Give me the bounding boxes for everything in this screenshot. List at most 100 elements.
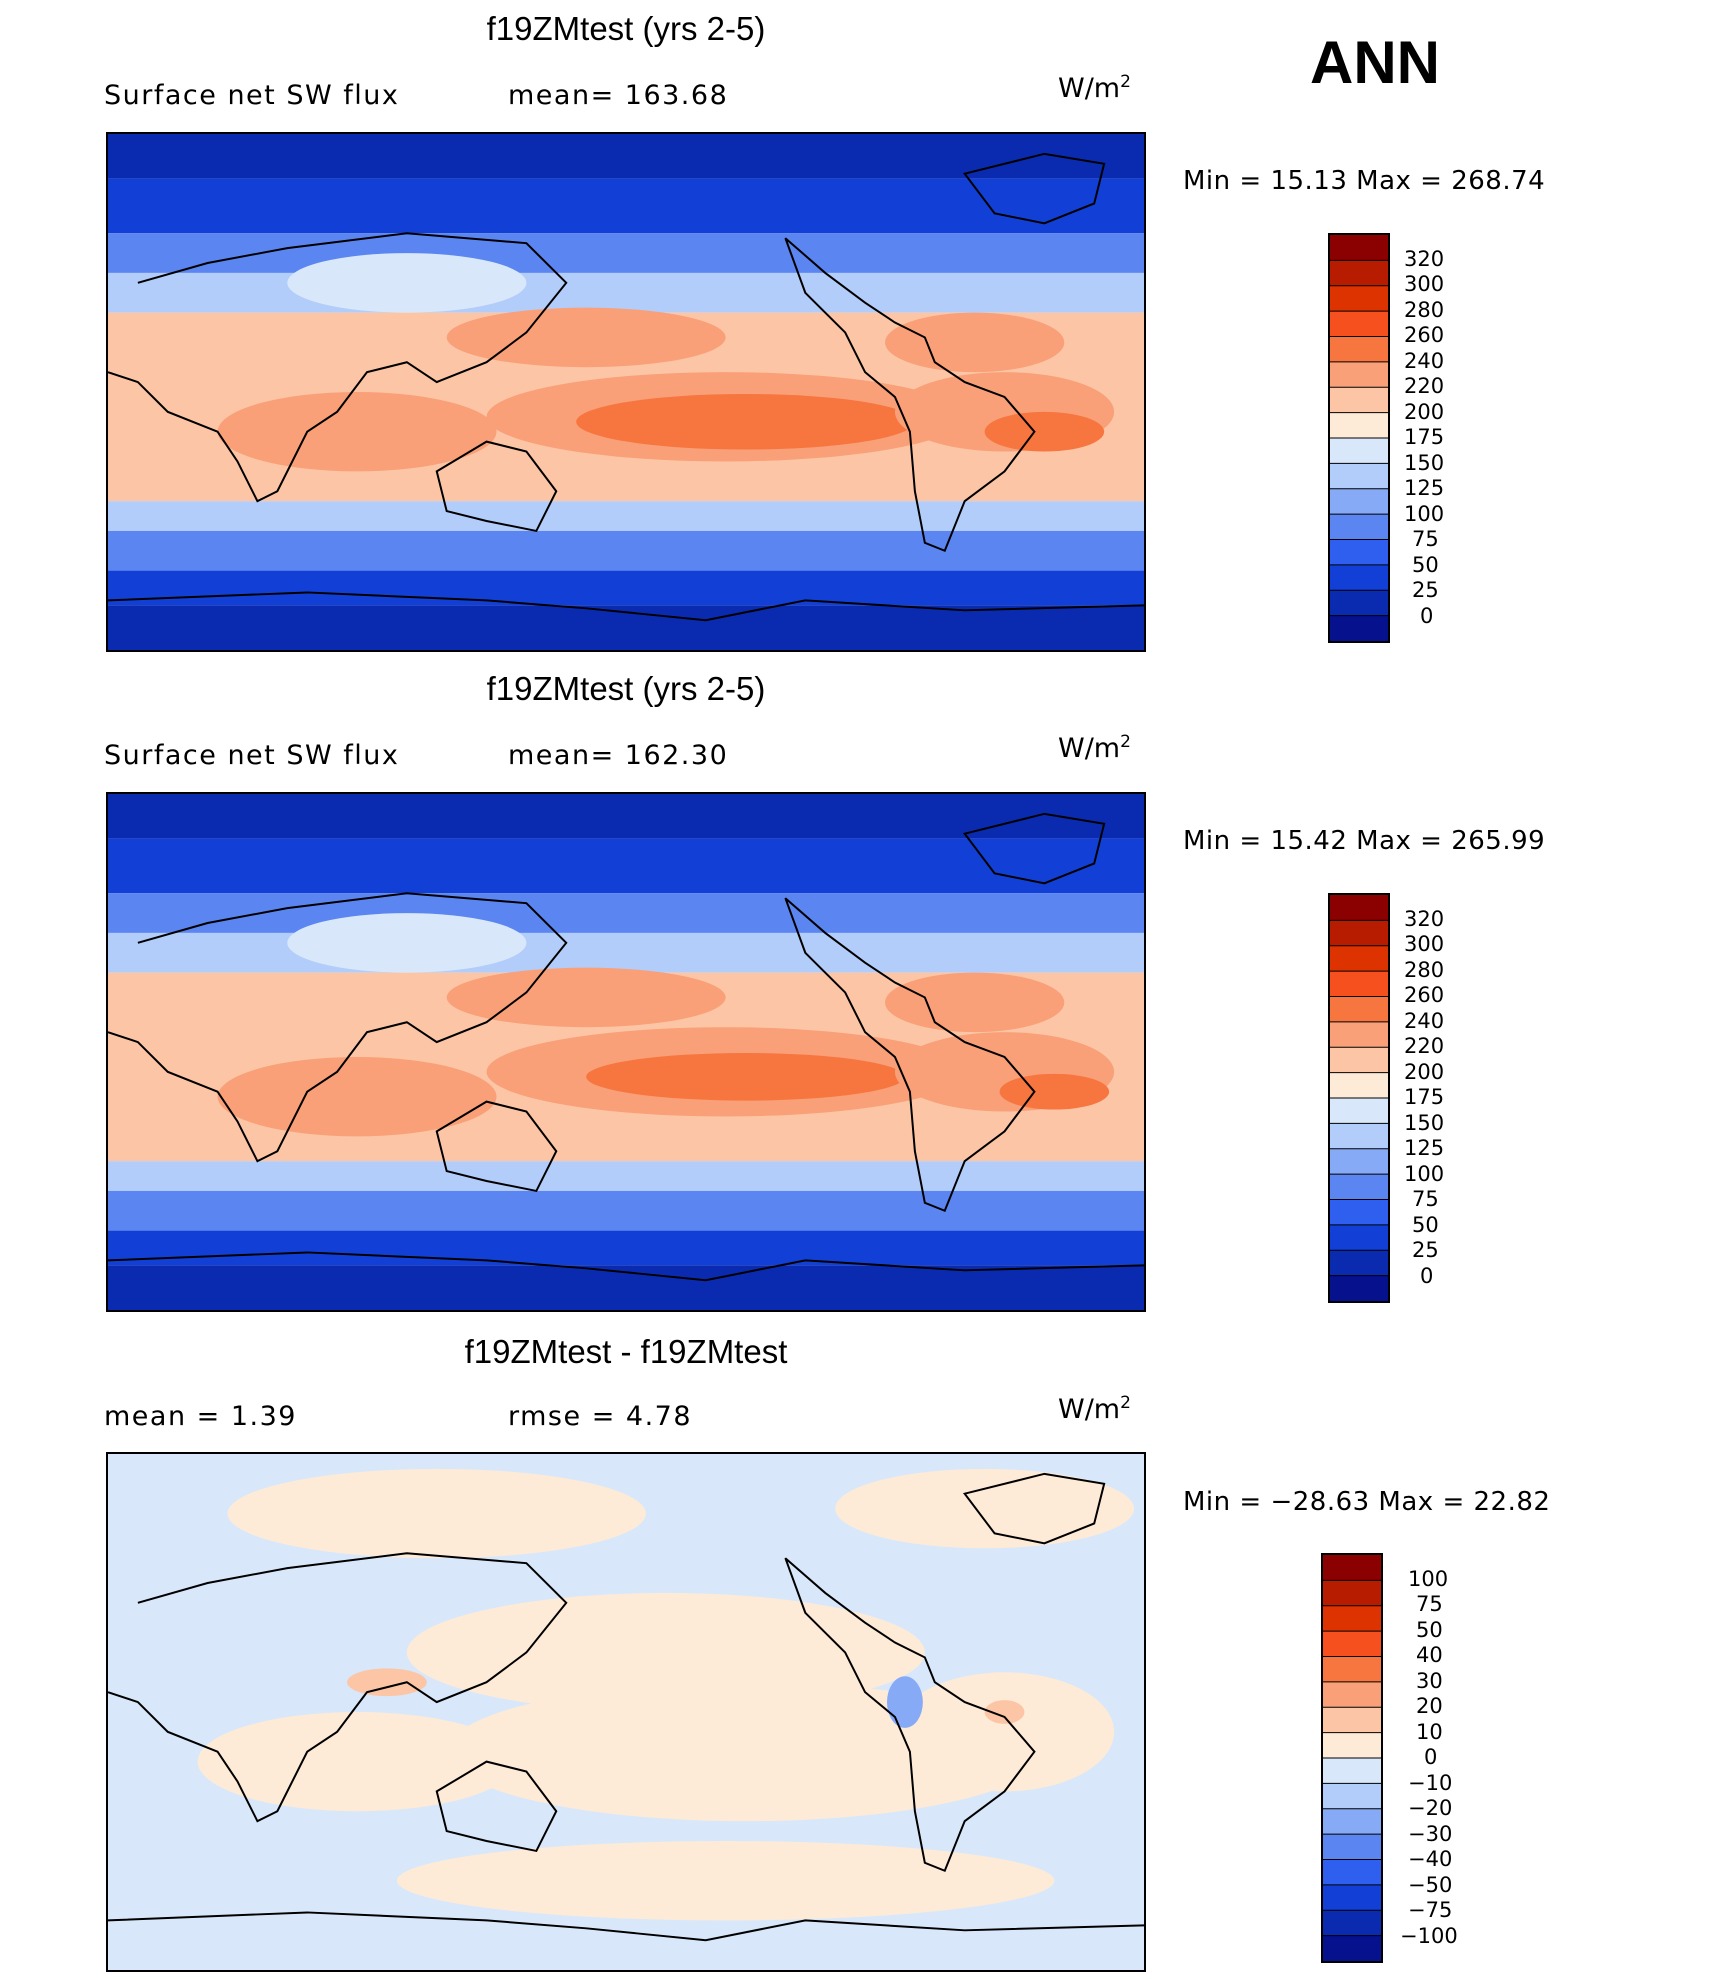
panel-2-colorbar-label: 300 [1404,932,1445,956]
colorbar-swatch [1330,1047,1388,1074]
panel-2-units: W/m2 [1058,732,1131,764]
colorbar-swatch [1330,895,1388,921]
map-warm-region [885,972,1065,1033]
panel-2-colorbar-label: 320 [1404,907,1445,931]
panel-3-colorbar-label: 10 [1416,1720,1443,1744]
map-positive-region [835,1468,1135,1549]
panel-1-colorbar-label: 50 [1412,553,1439,577]
map-warm-region [586,1052,905,1101]
colorbar-swatch [1330,361,1388,388]
panel-3-colorbar-label: 20 [1416,1694,1443,1718]
panel-2-colorbar-label: 240 [1404,1009,1445,1033]
panel-2-colorbar-label: 100 [1404,1162,1445,1186]
coastline-antarctica [108,591,1144,622]
panel-1-colorbar-label: 0 [1420,604,1434,628]
map-band [108,838,1144,894]
panel-3-title: f19ZMtest - f19ZMtest [464,1333,788,1370]
panel-2-colorbar-label: 175 [1404,1085,1445,1109]
map-band [108,1230,1144,1266]
panel-1-colorbar-label: 150 [1404,451,1445,475]
map-warm-region [576,393,915,450]
colorbar-swatch [1330,235,1388,261]
coastline-americas [784,1557,1036,1873]
panel-1-mean: mean= 163.68 [508,80,729,111]
colorbar-swatch [1330,1098,1388,1124]
panel-3-colorbar-label: −20 [1408,1796,1453,1820]
map-positive-region [197,1712,517,1812]
panel-3-colorbar [1321,1553,1383,1963]
colorbar-swatch [1323,1555,1381,1581]
panel-2-colorbar-label: 25 [1412,1238,1439,1262]
colorbar-swatch [1330,387,1388,414]
panel-3-colorbar-label: −50 [1408,1873,1453,1897]
colorbar-swatch [1330,920,1388,947]
map-band [108,794,1144,839]
panel-3-colorbar-label: −100 [1400,1924,1458,1948]
colorbar-swatch [1330,1174,1388,1201]
map-positive-region [227,1468,646,1559]
panel-2-title: f19ZMtest (yrs 2-5) [486,670,766,707]
map-warm-region [446,967,726,1028]
map-warm-region [446,307,726,368]
map-positive-region [406,1592,925,1712]
map-band [108,1190,1144,1231]
map-band [108,1161,1144,1191]
panel-3-colorbar-label: 40 [1416,1643,1443,1667]
colorbar-swatch [1323,1935,1381,1961]
panel-1-units: W/m2 [1058,72,1131,104]
panel-2-colorbar-label: 260 [1404,983,1445,1007]
panel-1-colorbar-label: 175 [1404,425,1445,449]
panel-3-minmax: Min = −28.63 Max = 22.82 [1183,1487,1551,1517]
colorbar-swatch [1330,971,1388,998]
coastline-antarctica [108,1251,1144,1282]
map-positive-region [347,1668,427,1697]
coastline-americas [784,237,1036,553]
coastline-australia [435,440,558,533]
colorbar-swatch [1330,285,1388,312]
panel-1-title: f19ZMtest (yrs 2-5) [486,10,766,47]
panel-2-colorbar-label: 220 [1404,1034,1445,1058]
colorbar-swatch [1323,1656,1381,1683]
colorbar-swatch [1330,1224,1388,1251]
colorbar-swatch [1330,945,1388,972]
colorbar-swatch [1330,1072,1388,1099]
panel-3-colorbar-label: 100 [1408,1567,1449,1591]
panel-2-colorbar [1328,893,1390,1303]
coastline-africa-eurasia [108,1552,568,1823]
panel-3-colorbar-label: −40 [1408,1847,1453,1871]
colorbar-swatch [1330,1148,1388,1175]
colorbar-swatch [1323,1859,1381,1886]
panel-2-map [106,792,1146,1312]
map-band [108,893,1144,933]
panel-2-mean: mean= 162.30 [508,740,729,771]
panel-1-colorbar-label: 320 [1404,247,1445,271]
panel-2-minmax: Min = 15.42 Max = 265.99 [1183,826,1546,856]
map-warm-region [217,1056,497,1137]
panel-1-colorbar-label: 240 [1404,349,1445,373]
panel-1-colorbar-label: 300 [1404,272,1445,296]
panel-3-rmse: rmse = 4.78 [508,1401,693,1432]
colorbar-swatch [1323,1758,1381,1784]
colorbar-swatch [1323,1681,1381,1708]
coastline-antarctica [108,1911,1144,1942]
map-positive-region [396,1841,1055,1921]
coastline-greenland [962,1472,1106,1545]
map-warm-region [885,312,1065,373]
panel-3-map [106,1452,1146,1972]
colorbar-swatch [1323,1783,1381,1810]
panel-2-colorbar-label: 50 [1412,1213,1439,1237]
colorbar-swatch [1323,1808,1381,1835]
panel-2-colorbar-label: 75 [1412,1187,1439,1211]
panel-3-colorbar-label: −10 [1408,1771,1453,1795]
colorbar-swatch [1323,1605,1381,1632]
colorbar-swatch [1330,1250,1388,1277]
panel-1-colorbar-label: 200 [1404,400,1445,424]
map-band [108,501,1144,531]
map-band [108,932,1144,973]
colorbar-swatch [1330,996,1388,1023]
panel-3-colorbar-label: 30 [1416,1669,1443,1693]
panel-1-colorbar-label: 75 [1412,527,1439,551]
coastline-greenland [962,812,1106,885]
panel-1-variable: Surface net SW flux [104,80,400,111]
map-band [108,530,1144,571]
